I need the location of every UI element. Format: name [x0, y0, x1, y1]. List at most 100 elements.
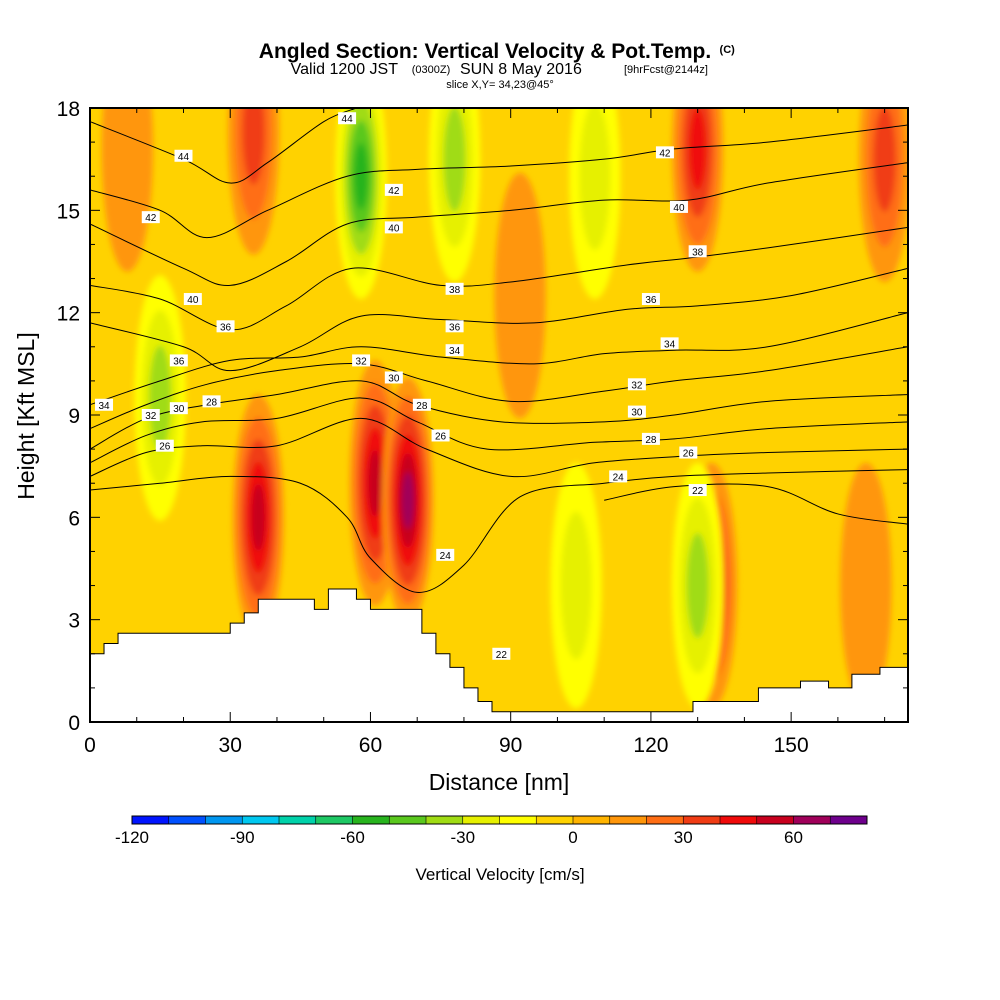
- colorbar-tick-label: -90: [230, 828, 255, 847]
- contour-label-text: 36: [173, 356, 185, 367]
- velocity-band: [494, 172, 546, 419]
- contour-label-text: 24: [440, 551, 452, 562]
- contour-label-text: 44: [342, 114, 354, 125]
- contour-label-text: 42: [388, 186, 400, 197]
- valid-time: Valid 1200 JST: [291, 61, 399, 78]
- y-tick-label: 6: [68, 507, 80, 530]
- velocity-cell: [335, 108, 387, 299]
- contour-label-bg: [609, 470, 628, 483]
- velocity-band: [686, 532, 709, 639]
- velocity-cell: [382, 377, 434, 624]
- velocity-band: [579, 108, 611, 250]
- slice-info: slice X,Y= 34,23@45°: [446, 79, 554, 91]
- velocity-band: [873, 108, 896, 212]
- x-tick-label: 90: [499, 734, 522, 757]
- contour-label-text: 22: [692, 486, 704, 497]
- contour-label-bg: [141, 211, 160, 224]
- colorbar-tick-label: -60: [340, 828, 365, 847]
- contour-label: 26: [679, 446, 698, 460]
- contour-label-text: 42: [659, 148, 671, 159]
- y-tick-label: 18: [57, 98, 80, 121]
- y-tick-label: 0: [68, 712, 80, 735]
- contour-label-bg: [174, 149, 193, 162]
- contour-label-text: 40: [388, 223, 400, 234]
- velocity-cell: [671, 462, 724, 709]
- theta-contour-44: [90, 108, 357, 184]
- contour-label: 40: [669, 200, 688, 214]
- contour-label: 34: [95, 398, 114, 412]
- colorbar-tick-label: 60: [784, 828, 803, 847]
- contour-label-text: 40: [673, 203, 685, 214]
- theta-contour-40: [90, 162, 908, 286]
- velocity-band: [560, 511, 592, 660]
- plot-background: [90, 108, 908, 722]
- theta-contour-42: [90, 124, 908, 239]
- contour-label-bg: [338, 112, 357, 125]
- colorbar: -120 -90 -60 -30 0 30 60: [115, 815, 868, 847]
- contour-label-text: 30: [388, 373, 400, 384]
- contour-label-text: 38: [692, 247, 704, 258]
- contour-label: 30: [384, 371, 403, 384]
- contour-label-bg: [669, 200, 688, 213]
- chart-title-tag: (C): [720, 44, 736, 56]
- colorbar-tick-label: -120: [115, 828, 149, 847]
- contour-label-bg: [660, 337, 679, 350]
- y-tick-label: 9: [68, 405, 80, 428]
- colorbar-swatch: [426, 816, 464, 824]
- colorbar-swatch: [536, 816, 574, 824]
- contour-label-bg: [95, 398, 114, 411]
- velocity-cell: [858, 108, 908, 282]
- contour-label-text: 24: [613, 472, 625, 483]
- contour-label-text: 28: [416, 401, 428, 412]
- x-tick-label: 120: [633, 734, 668, 757]
- contour-label-text: 26: [435, 431, 447, 442]
- contour-label: 36: [445, 320, 464, 333]
- colorbar-title: Vertical Velocity [cm/s]: [415, 865, 584, 884]
- contour-label-text: 36: [449, 322, 461, 333]
- contour-label-bg: [655, 146, 674, 159]
- x-axis: 0 30 60 90 120 150: [84, 108, 886, 757]
- contour-label-text: 32: [356, 356, 368, 367]
- contour-label-text: 26: [159, 442, 171, 453]
- contour-label: 24: [609, 470, 628, 483]
- colorbar-swatch: [205, 816, 243, 824]
- y-axis-label: Height [Kft MSL]: [13, 332, 39, 499]
- x-tick-label: 150: [774, 734, 809, 757]
- contour-label-bg: [412, 398, 431, 411]
- contour-label: 32: [627, 378, 646, 391]
- colorbar-swatch: [609, 816, 647, 824]
- contour-label: 44: [338, 112, 357, 125]
- contour-label-bg: [384, 221, 403, 234]
- colorbar-swatch: [242, 816, 280, 824]
- theta-contour-24: [90, 469, 908, 593]
- terrain-mask: [90, 588, 908, 722]
- contour-label: 26: [155, 439, 174, 453]
- x-tick-label: 60: [359, 734, 382, 757]
- contour-labels: 44 44 42 42 42 40 40 38 38 40 36 36 36 34 34 36 32 30 32 34…: [95, 112, 707, 661]
- contour-label-bg: [216, 320, 235, 333]
- contour-label: 30: [627, 405, 646, 419]
- colorbar-tick-label: 0: [568, 828, 577, 847]
- colorbar-swatch: [168, 816, 206, 824]
- colorbar-swatch: [573, 816, 611, 824]
- contour-label-bg: [641, 432, 660, 445]
- contour-label-bg: [169, 354, 188, 367]
- velocity-cell: [494, 172, 546, 419]
- velocity-cell: [550, 462, 602, 709]
- contour-label: 38: [445, 282, 464, 296]
- contour-label-bg: [627, 405, 646, 418]
- colorbar-swatch: [279, 816, 317, 824]
- y-tick-label: 15: [57, 200, 80, 223]
- contour-label-bg: [688, 484, 707, 497]
- velocity-cell: [569, 108, 621, 299]
- velocity-band: [101, 108, 154, 272]
- velocity-band: [149, 345, 172, 451]
- contour-label-bg: [352, 354, 371, 367]
- contour-label: 38: [688, 245, 707, 258]
- contour-label-bg: [384, 183, 403, 196]
- x-tick-label: 30: [219, 734, 242, 757]
- velocity-cell: [101, 108, 154, 272]
- colorbar-tick-label: 30: [674, 828, 693, 847]
- colorbar-swatch: [499, 816, 537, 824]
